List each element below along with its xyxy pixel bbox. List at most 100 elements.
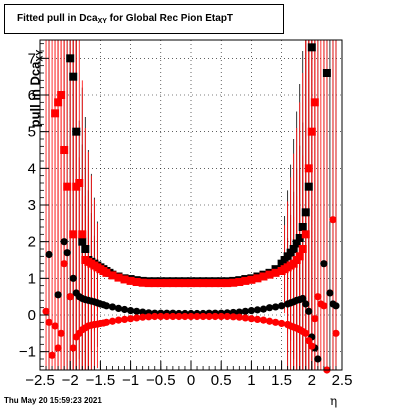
data-point: [66, 293, 74, 301]
data-point: [187, 279, 195, 288]
y-tick-label: 6: [28, 87, 36, 104]
data-point: [69, 344, 77, 352]
data-point: [253, 274, 262, 283]
chart-title: Fitted pull in DcaXY for Global Rec Pion…: [17, 13, 234, 25]
data-point: [69, 72, 78, 81]
data-point: [295, 234, 304, 242]
data-point: [102, 268, 111, 277]
data-point: [180, 279, 189, 288]
y-tick-label: 7: [28, 50, 36, 67]
axes: −2.5 −2 −1.5 −1 −0.5 0 0.5 1 1.5 2 2.5 −1 0 1 2 3 4 5 6 7: [19, 43, 352, 389]
data-point: [169, 312, 177, 321]
data-point: [292, 239, 301, 248]
data-point: [69, 274, 77, 282]
data-point: [314, 355, 322, 363]
data-point: [310, 98, 319, 107]
data-point: [259, 305, 268, 313]
data-point: [332, 329, 340, 337]
data-point: [271, 303, 280, 311]
data-point: [271, 318, 280, 326]
data-point: [307, 43, 316, 52]
y-axis-label: pull in DcaXY: [27, 49, 45, 128]
data-point: [259, 272, 268, 281]
x-tick-label: −2: [62, 372, 79, 389]
data-point: [54, 344, 62, 352]
data-point: [78, 230, 87, 239]
data-point: [138, 278, 147, 287]
data-point: [126, 276, 135, 285]
data-point: [162, 279, 171, 288]
data-point: [139, 313, 147, 321]
x-tick-label: 1.5: [271, 372, 292, 389]
data-point: [139, 308, 147, 316]
data-point: [271, 268, 280, 277]
data-point: [42, 307, 50, 315]
data-point: [60, 238, 68, 246]
data-point: [69, 230, 78, 239]
data-point: [302, 329, 310, 337]
data-point: [299, 294, 307, 303]
data-point: [102, 302, 111, 310]
timestamp-footer: Thu May 20 15:59:23 2021: [4, 396, 102, 405]
data-point: [205, 312, 213, 321]
data-point: [320, 260, 328, 268]
data-points: [42, 43, 340, 374]
data-point: [108, 303, 117, 311]
data-point: [120, 315, 129, 323]
data-point: [66, 54, 75, 63]
data-point: [193, 312, 201, 321]
data-point: [54, 98, 63, 107]
data-point: [211, 312, 219, 321]
data-point: [211, 279, 220, 288]
y-tick-label: 1: [28, 270, 36, 287]
data-point: [304, 164, 313, 173]
data-point: [108, 317, 117, 325]
data-point: [322, 69, 331, 77]
data-point: [133, 314, 141, 322]
data-point: [326, 289, 334, 297]
data-point: [63, 249, 71, 257]
data-point: [305, 307, 313, 315]
data-point: [259, 316, 268, 324]
data-point: [145, 313, 153, 321]
data-point: [132, 278, 141, 286]
title-box: Fitted pull in DcaXY for Global Rec Pion…: [4, 4, 284, 34]
data-point: [265, 317, 274, 325]
data-point: [60, 260, 68, 268]
data-point: [175, 312, 183, 321]
data-point: [205, 279, 214, 288]
data-point: [75, 179, 84, 187]
data-point: [241, 314, 249, 322]
data-point: [314, 293, 322, 301]
data-point: [223, 279, 232, 288]
x-tick-label: 0: [187, 372, 195, 389]
data-point: [199, 279, 208, 288]
data-point: [229, 313, 237, 321]
y-tick-label: 3: [28, 197, 36, 214]
data-point: [308, 342, 316, 350]
data-point: [311, 315, 319, 323]
data-point: [51, 109, 60, 118]
data-point: [45, 318, 53, 326]
data-point: [120, 305, 129, 314]
data-point: [163, 312, 171, 321]
data-point: [247, 315, 255, 323]
data-point: [168, 279, 177, 288]
data-point: [307, 127, 316, 136]
data-point: [301, 230, 310, 239]
data-point: [265, 270, 274, 279]
data-point: [199, 312, 207, 321]
data-point: [81, 245, 90, 253]
data-point: [253, 315, 262, 323]
data-point: [247, 275, 256, 284]
data-point: [51, 322, 59, 330]
data-point: [78, 237, 87, 246]
data-point: [329, 216, 337, 224]
x-tick-label: 0.5: [211, 372, 232, 389]
y-tick-label: 0: [28, 307, 36, 324]
data-point: [289, 245, 298, 253]
data-point: [320, 302, 328, 310]
data-point: [295, 252, 304, 261]
x-tick-label: −0.5: [146, 372, 176, 389]
